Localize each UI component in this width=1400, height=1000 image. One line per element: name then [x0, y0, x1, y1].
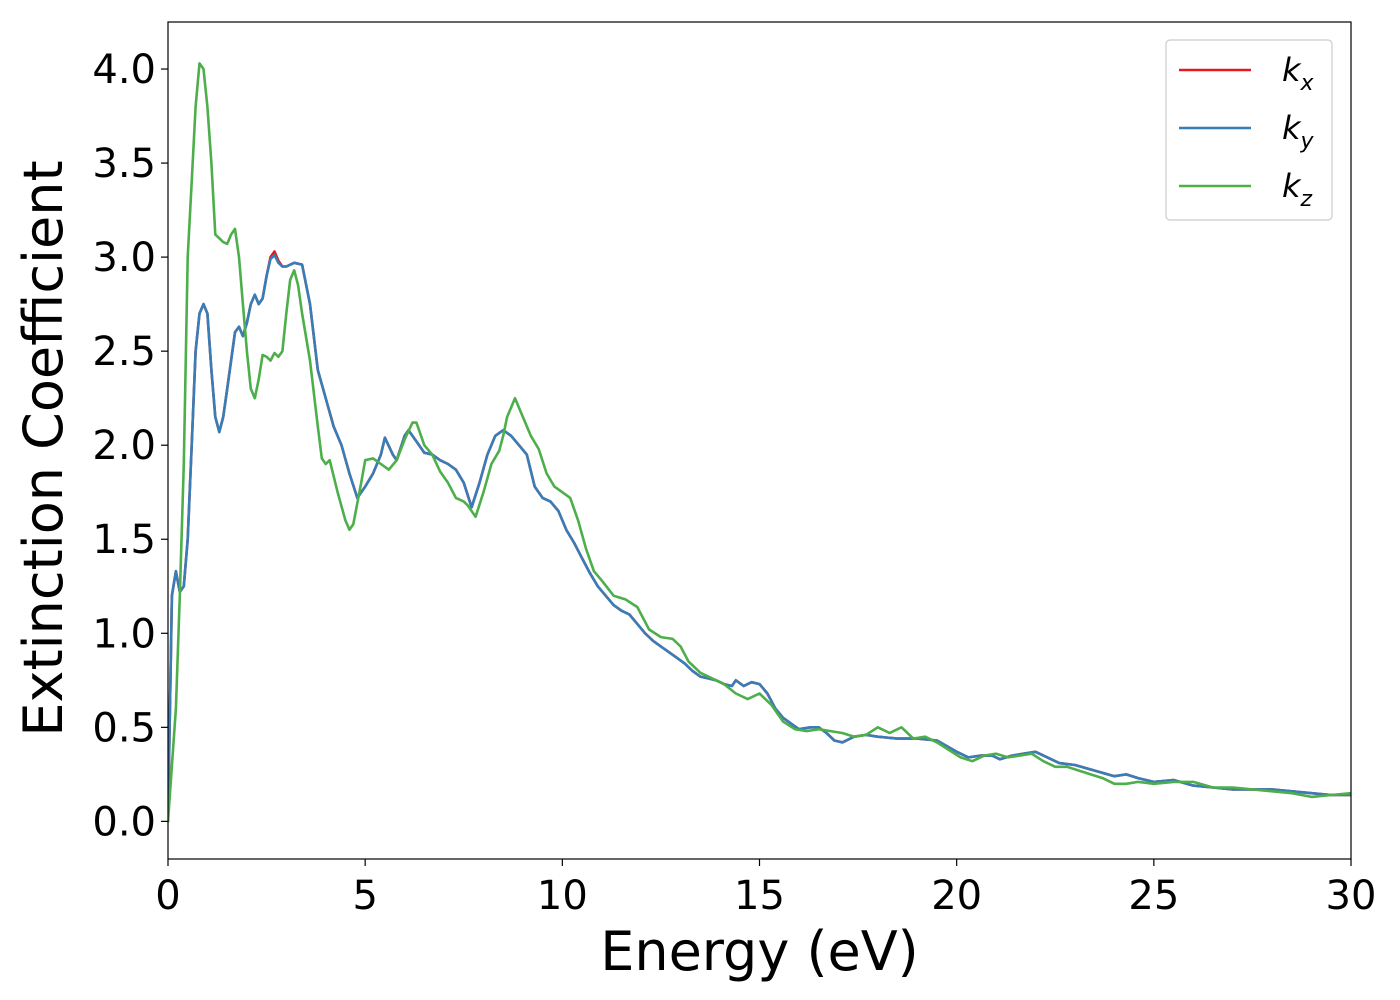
plot-area — [168, 62, 1351, 823]
legend-label-kx: kx — [1282, 51, 1315, 96]
legend-box — [1165, 39, 1333, 221]
legend-label-ky: ky — [1282, 109, 1315, 154]
series-line-kz — [168, 62, 1351, 823]
y-tick-label: 2.0 — [92, 423, 156, 469]
y-tick-label: 3.0 — [92, 235, 156, 281]
legend-label-subscript: z — [1300, 187, 1313, 212]
y-tick-label: 0.0 — [92, 799, 156, 845]
x-tick-label: 10 — [537, 873, 588, 919]
y-tick-label: 1.5 — [92, 517, 156, 563]
y-tick-label: 0.5 — [92, 705, 156, 751]
series-line-kx — [168, 250, 1351, 823]
x-tick-label: 5 — [352, 873, 377, 919]
series-line-ky — [168, 253, 1351, 823]
axes-frame — [167, 21, 1352, 860]
axis-ticks: 0 5 10 15 20 25 30 0.0 0.5 1.0 1.5 2.0 2.5 3.0 3.5 4.0 — [92, 47, 1376, 919]
y-tick-label: 3.5 — [92, 141, 156, 187]
x-tick-label: 15 — [734, 873, 785, 919]
x-tick-label: 20 — [931, 873, 982, 919]
legend-label-subscript: x — [1300, 71, 1315, 96]
x-axis-title: Energy (eV) — [600, 920, 919, 983]
legend-label-main: k — [1282, 51, 1302, 89]
x-tick-label: 0 — [155, 873, 180, 919]
legend-label-subscript: y — [1300, 129, 1315, 154]
y-tick-label: 2.5 — [92, 329, 156, 375]
x-tick-label: 30 — [1326, 873, 1377, 919]
legend-label-main: k — [1282, 109, 1302, 147]
x-tick-label: 25 — [1128, 873, 1179, 919]
y-axis-title: Extinction Coefficient — [12, 160, 75, 736]
legend-label-main: k — [1282, 167, 1302, 205]
y-tick-label: 1.0 — [92, 611, 156, 657]
legend-label-kz: kz — [1282, 167, 1313, 212]
y-tick-label: 4.0 — [92, 47, 156, 93]
